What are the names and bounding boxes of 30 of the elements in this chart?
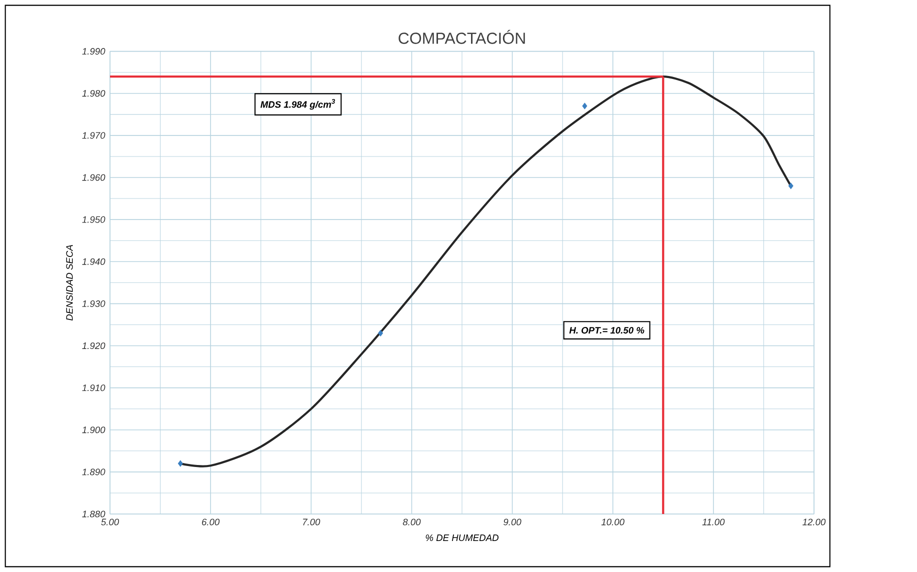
line-series <box>179 75 792 468</box>
x-tick-label: 5.00 <box>101 518 119 526</box>
point <box>582 102 588 110</box>
x-tick-label: 9.00 <box>504 518 522 526</box>
chart-title: COMPACTACIÓN <box>398 30 525 44</box>
point <box>378 330 384 336</box>
x-tick-label: 8.00 <box>402 518 421 526</box>
y-tick-label: 1.900 <box>82 426 106 434</box>
x-tick-label: 12.00 <box>802 518 826 526</box>
y-tick-label: 1.890 <box>82 468 106 476</box>
x-tick-label: 10.00 <box>601 518 624 526</box>
y-tick-label: 1.920 <box>82 342 106 350</box>
y-tick-label: 1.980 <box>82 90 106 97</box>
point <box>788 182 794 190</box>
y-axis-title: DENSIDAD SECA <box>66 245 73 320</box>
x-tick-label: 6.00 <box>202 518 220 526</box>
y-tick-label: 1.910 <box>82 384 106 392</box>
ref-line-label: MDS 1.984 g/cm$^{3}$ <box>260 99 336 110</box>
y-tick-label: 1.940 <box>82 258 106 265</box>
y-tick-label: 1.880 <box>82 510 106 518</box>
x-tick-label: 11.00 <box>702 518 725 526</box>
y-tick-label: 1.960 <box>82 174 106 181</box>
ref-line-label: H. OPT.= 10.50 % <box>569 326 644 334</box>
y-tick-label: 1.930 <box>82 300 106 307</box>
point <box>178 460 183 467</box>
y-tick-label: 1.950 <box>82 216 106 223</box>
x-tick-label: 7.00 <box>303 518 320 526</box>
y-tick-label: 1.990 <box>82 48 106 55</box>
y-tick-label: 1.970 <box>82 132 106 139</box>
x-axis-title: % DE HUMEDAD <box>426 534 499 542</box>
